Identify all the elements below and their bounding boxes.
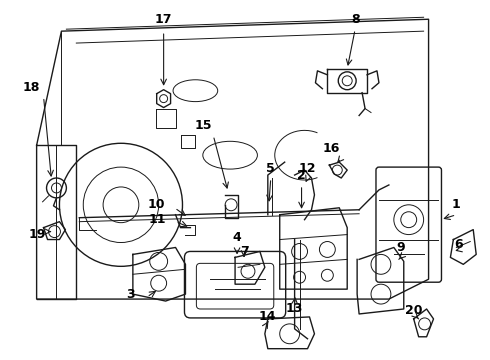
Text: 20: 20 (405, 305, 422, 318)
Text: 3: 3 (126, 288, 135, 301)
Text: 4: 4 (233, 231, 242, 244)
Text: 19: 19 (29, 228, 46, 241)
Text: 6: 6 (454, 238, 463, 251)
Text: 7: 7 (240, 245, 248, 258)
Text: 10: 10 (148, 198, 166, 211)
Text: 2: 2 (297, 168, 306, 181)
Text: 17: 17 (155, 13, 172, 26)
Text: 9: 9 (396, 241, 405, 254)
Text: 14: 14 (258, 310, 275, 323)
Text: 8: 8 (351, 13, 360, 26)
Text: 12: 12 (299, 162, 316, 175)
Text: 11: 11 (149, 213, 167, 226)
Text: 1: 1 (452, 198, 461, 211)
Text: 13: 13 (286, 302, 303, 315)
Text: 5: 5 (267, 162, 275, 175)
Text: 16: 16 (322, 142, 340, 155)
Text: 15: 15 (195, 119, 212, 132)
Text: 18: 18 (23, 81, 40, 94)
